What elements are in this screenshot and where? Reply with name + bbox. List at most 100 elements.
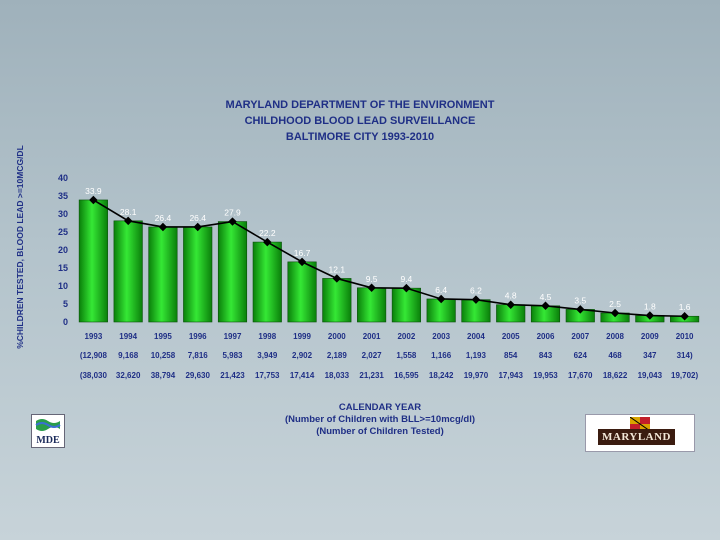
xtitle-line-1: CALENDAR YEAR [338, 402, 422, 413]
data-label: 28.1 [120, 207, 137, 217]
data-label: 26.4 [155, 213, 172, 223]
tested-count-label: 19,953 [533, 371, 558, 380]
bar [217, 221, 248, 323]
trend-point [332, 274, 342, 283]
elevated-count-label: 5,983 [222, 351, 243, 360]
tested-count-label: 17,414 [290, 371, 315, 380]
elevated-count-label: 1,166 [431, 351, 452, 360]
tested-count-label: 17,670 [568, 371, 593, 380]
y-tick-label: 5 [63, 299, 68, 309]
data-label: 26.4 [189, 213, 206, 223]
elevated-count-label: 2,027 [362, 351, 383, 360]
x-tick-label: 2007 [571, 332, 589, 341]
trend-point [297, 257, 307, 267]
x-tick-label: 1993 [84, 332, 102, 341]
mde-logo-text: MDE [36, 435, 60, 446]
data-label: 9.5 [366, 274, 378, 284]
x-tick-label: 2004 [467, 332, 485, 341]
elevated-count-label: 468 [608, 351, 622, 360]
trend-point [193, 222, 202, 232]
bar [148, 226, 178, 323]
y-tick-label: 40 [58, 173, 68, 183]
data-label: 12.1 [329, 264, 346, 274]
bar [183, 226, 213, 323]
y-tick-label: 10 [58, 281, 68, 291]
title-line-1: MARYLAND DEPARTMENT OF THE ENVIRONMENT [225, 99, 495, 111]
mde-logo-mark: MDE [35, 419, 61, 446]
data-label: 22.2 [259, 228, 276, 238]
tested-count-label: 19,043 [638, 371, 663, 380]
elevated-count-label: 624 [574, 351, 588, 360]
trend-point [402, 283, 411, 293]
elevated-count-label: (12,908 [80, 351, 108, 360]
title-line-2: CHILDHOOD BLOOD LEAD SURVEILLANCE [244, 115, 476, 127]
x-tick-label: 1997 [224, 332, 242, 341]
bar [322, 278, 352, 323]
trend-point [576, 305, 585, 314]
tested-count-label: 21,231 [359, 371, 384, 380]
trend-point [610, 308, 620, 318]
tested-count-label: 38,794 [151, 371, 176, 380]
xtitle-line-3: (Number of Children Tested) [316, 426, 444, 437]
trend-point [158, 222, 168, 232]
elevated-count-label: 843 [539, 351, 553, 360]
y-tick-label: 30 [58, 209, 68, 219]
tested-count-label: 19,970 [464, 371, 489, 380]
tested-count-label: 18,033 [325, 371, 350, 380]
x-tick-label: 2000 [328, 332, 346, 341]
tested-count-label: 32,620 [116, 371, 141, 380]
x-tick-label: 2003 [432, 332, 450, 341]
trend-point [228, 217, 237, 226]
y-tick-label: 20 [58, 245, 68, 255]
bar [287, 261, 317, 323]
data-label: 1.8 [644, 302, 656, 312]
trend-point [506, 300, 515, 309]
elevated-count-label: 2,189 [327, 351, 348, 360]
trend-point [680, 311, 689, 321]
x-tick-label: 2001 [363, 332, 381, 341]
y-tick-label: 0 [63, 317, 68, 327]
x-axis-title: CALENDAR YEAR (Number of Children with B… [250, 402, 510, 438]
y-tick-label: 15 [58, 263, 68, 273]
elevated-count-label: 1,558 [396, 351, 417, 360]
elevated-count-label: 854 [504, 351, 518, 360]
x-tick-label: 2009 [641, 332, 659, 341]
data-label: 6.4 [435, 285, 447, 295]
tested-count-label: 17,943 [498, 371, 523, 380]
tested-count-label: (38,030 [80, 371, 108, 380]
data-label: 4.5 [540, 292, 552, 302]
x-tick-label: 2006 [537, 332, 555, 341]
data-label: 1.6 [679, 302, 691, 312]
data-label: 2.5 [609, 299, 621, 309]
trend-line [92, 199, 685, 318]
tested-count-label: 29,630 [185, 371, 210, 380]
trend-point [263, 237, 272, 247]
chart-title: MARYLAND DEPARTMENT OF THE ENVIRONMENT C… [160, 97, 560, 145]
maryland-logo-text: MARYLAND [598, 429, 675, 445]
xtitle-line-2: (Number of Children with BLL>=10mcg/dl) [284, 414, 475, 425]
tested-count-label: 17,753 [255, 371, 280, 380]
bar [78, 199, 108, 323]
data-label: 3.5 [574, 295, 586, 305]
x-tick-label: 1994 [119, 332, 137, 341]
elevated-count-label: 347 [643, 351, 657, 360]
bar-chart: 0 5 10 15 20 25 30 35 40 33.9 28.1 26.4 26.4 27.9 22.… [58, 173, 700, 380]
x-tick-label: 2002 [397, 332, 415, 341]
tested-count-label: 21,423 [220, 371, 245, 380]
elevated-count-label: 10,258 [151, 351, 176, 360]
trend-point [541, 301, 550, 311]
y-tick-label: 25 [58, 227, 68, 237]
tested-count-label: 18,242 [429, 371, 454, 380]
trend-point [367, 283, 376, 293]
elevated-count-label: 314) [677, 351, 693, 360]
elevated-count-label: 9,168 [118, 351, 139, 360]
x-tick-label: 1995 [154, 332, 172, 341]
trend-point [645, 311, 655, 320]
data-label: 9.4 [400, 274, 412, 284]
trend-point [436, 294, 446, 304]
data-label: 16.7 [294, 248, 311, 258]
data-label: 6.2 [470, 286, 482, 296]
title-line-3: BALTIMORE CITY 1993-2010 [285, 131, 435, 143]
elevated-count-label: 3,949 [257, 351, 278, 360]
y-tick-label: 35 [58, 191, 68, 201]
